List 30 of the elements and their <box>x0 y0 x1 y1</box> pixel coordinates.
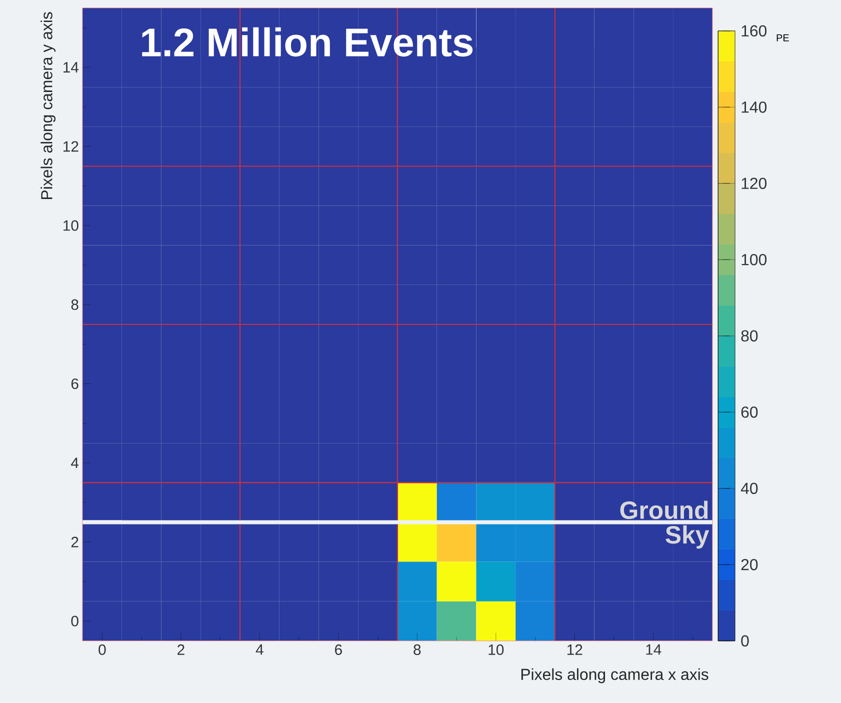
color-bar-label: 100 <box>742 254 767 266</box>
y-tick-label: 14 <box>64 62 79 73</box>
y-axis-title: Pixels along camera y axis <box>40 12 56 200</box>
color-bar-label: 40 <box>740 482 758 494</box>
annotation: Ground <box>620 500 708 520</box>
x-tick-label: 6 <box>335 644 342 656</box>
x-tick-label: 12 <box>567 644 582 655</box>
y-tick-label: 8 <box>71 300 78 310</box>
x-axis-title: Pixels along camera x axis <box>521 668 708 684</box>
y-tick-label: 2 <box>71 536 78 548</box>
x-tick-label: 10 <box>488 644 504 656</box>
color-bar-label: 160 <box>742 25 767 37</box>
y-tick-label: 12 <box>64 141 78 152</box>
x-tick-label: 2 <box>178 644 184 655</box>
color-bar-label: 80 <box>741 330 758 342</box>
annotation: Sky <box>666 526 710 549</box>
color-bar-label: 0 <box>741 635 749 647</box>
x-tick-label: 0 <box>98 644 106 656</box>
color-bar-label: 60 <box>741 406 758 418</box>
y-tick-label: 6 <box>71 378 78 390</box>
y-tick-label: 0 <box>71 616 78 627</box>
color-bar-title: PE <box>776 34 789 42</box>
color-bar-label: 140 <box>742 102 767 113</box>
y-tick-label: 4 <box>71 458 79 468</box>
x-tick-label: 8 <box>414 644 421 656</box>
x-tick-label: 14 <box>646 644 662 655</box>
color-bar-label: 120 <box>742 178 767 190</box>
color-bar-label: 20 <box>741 559 758 570</box>
x-tick-label: 4 <box>256 644 264 655</box>
y-tick-label: 10 <box>64 220 78 231</box>
